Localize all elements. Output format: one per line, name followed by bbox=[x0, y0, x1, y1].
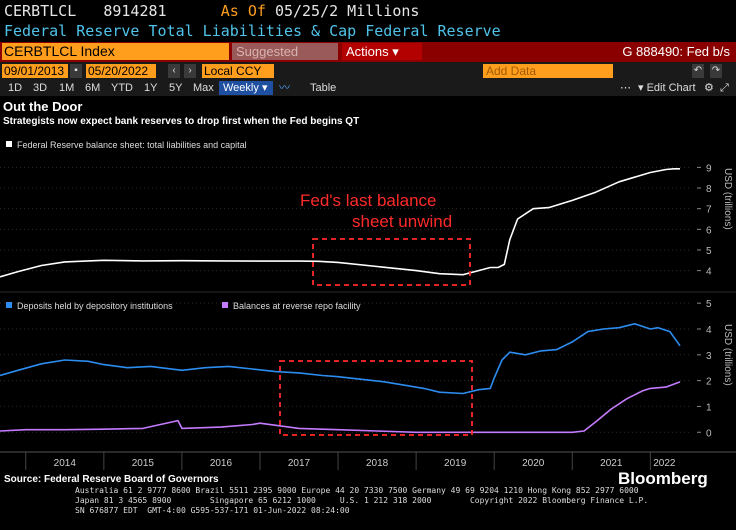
undo-icon[interactable]: ↶ bbox=[692, 64, 704, 78]
add-data-input[interactable]: Add Data bbox=[483, 64, 613, 78]
actions-label: Actions bbox=[346, 44, 389, 59]
y-tick-label: 7 bbox=[706, 205, 712, 216]
annotation-line-1: Fed's last balance bbox=[300, 191, 437, 210]
y-axis-label-bottom: USD (trillions) bbox=[722, 324, 733, 386]
security-field[interactable]: CERBTLCL Index bbox=[2, 43, 229, 60]
period-1m[interactable]: 1M bbox=[59, 82, 75, 94]
period-3d[interactable]: 3D bbox=[33, 82, 48, 94]
contacts-line-3: SN 676877 EDT GMT-4:00 G595-537-171 01-J… bbox=[75, 506, 350, 515]
series-line-1-0 bbox=[0, 323, 681, 395]
expand-icon[interactable]: ⤢ bbox=[720, 82, 729, 94]
highlight-box-top bbox=[312, 238, 471, 286]
y-axis-label-top: USD (trillions) bbox=[722, 168, 733, 230]
x-tick-label: 2017 bbox=[288, 458, 311, 469]
period-1y[interactable]: 1Y bbox=[144, 82, 158, 94]
chart-subtitle: Strategists now expect bank reserves to … bbox=[3, 116, 360, 127]
y-tick-label: 1 bbox=[706, 402, 712, 413]
edit-chart-button[interactable]: ▾ Edit Chart bbox=[638, 80, 696, 96]
start-date-input[interactable]: 09/01/2013 bbox=[2, 64, 68, 78]
x-tick-label: 2014 bbox=[54, 458, 77, 469]
ticker-label: CERBTLCL bbox=[4, 2, 77, 20]
contacts-line-1: Australia 61 2 9777 8600 Brazil 5511 239… bbox=[75, 486, 639, 495]
redo-icon[interactable]: ↷ bbox=[710, 64, 722, 78]
x-tick-label: 2019 bbox=[444, 458, 467, 469]
source-note: Source: Federal Reserve Board of Governo… bbox=[4, 474, 219, 485]
period-ytd[interactable]: YTD bbox=[111, 82, 133, 94]
series-line-0-0 bbox=[0, 168, 680, 278]
chevron-down-icon: ▾ bbox=[638, 82, 644, 94]
y-tick-label: 3 bbox=[706, 351, 712, 362]
as-of-label: As Of bbox=[220, 2, 266, 20]
y-tick-label: 9 bbox=[706, 163, 712, 174]
table-button[interactable]: Table bbox=[310, 82, 337, 94]
date-units-label: 05/25/2 Millions bbox=[274, 2, 420, 20]
y-tick-label: 2 bbox=[706, 377, 712, 388]
period-1d[interactable]: 1D bbox=[8, 82, 23, 94]
chevron-down-icon: ▾ bbox=[392, 44, 399, 59]
x-tick-label: 2021 bbox=[600, 458, 623, 469]
legend-bottom: Deposits held by depository institutions… bbox=[6, 301, 361, 311]
legend-label-rrp: Balances at reverse repo facility bbox=[233, 301, 361, 311]
chart-title: Out the Door bbox=[3, 99, 83, 114]
period-bar: 1D 3D 1M 6M YTD 1Y 5Y Max Weekly ▾ 〰 Tab… bbox=[0, 80, 736, 96]
y-tick-label: 6 bbox=[706, 225, 712, 236]
bloomberg-logo: Bloomberg bbox=[618, 469, 708, 488]
x-tick-label: 2016 bbox=[210, 458, 233, 469]
calendar-icon[interactable]: ▪ bbox=[70, 64, 82, 78]
contacts-line-2: Japan 81 3 4565 8900 Singapore 65 6212 1… bbox=[75, 496, 649, 505]
y-tick-label: 8 bbox=[706, 184, 712, 195]
frequency-label: Weekly bbox=[223, 82, 259, 94]
y-tick-label: 4 bbox=[706, 267, 712, 278]
chevron-left-icon[interactable]: ‹ bbox=[168, 64, 180, 78]
line-chart-icon[interactable]: 〰 bbox=[279, 82, 290, 94]
period-5y[interactable]: 5Y bbox=[169, 82, 183, 94]
edit-chart-label: Edit Chart bbox=[646, 82, 696, 94]
legend-swatch-deposits bbox=[6, 302, 12, 308]
actions-menu[interactable]: Actions ▾ bbox=[342, 43, 422, 60]
id-label: 8914281 bbox=[103, 2, 167, 20]
y-tick-label: 5 bbox=[706, 246, 712, 257]
y-tick-label: 4 bbox=[706, 325, 712, 336]
legend-swatch-rrp bbox=[222, 302, 228, 308]
legend-label-total: Federal Reserve balance sheet: total lia… bbox=[17, 140, 247, 150]
currency-select[interactable]: Local CCY bbox=[202, 64, 274, 78]
more-icon[interactable]: ⋯ bbox=[620, 82, 631, 94]
chevron-down-icon: ▾ bbox=[261, 82, 268, 94]
series-line-1-1 bbox=[0, 381, 681, 434]
y-tick-label: 0 bbox=[706, 428, 712, 439]
chevron-right-icon[interactable]: › bbox=[184, 64, 196, 78]
command-bar: CERBTLCL Index Suggested Charts Actions … bbox=[0, 42, 736, 76]
annotation-line-2: sheet unwind bbox=[352, 212, 452, 231]
security-description: Federal Reserve Total Liabilities & Cap … bbox=[4, 22, 501, 40]
settings-icon[interactable]: ⚙ bbox=[704, 82, 714, 94]
header-line: CERBTLCL 8914281 As Of 05/25/2 Millions bbox=[4, 2, 419, 20]
x-tick-label: 2015 bbox=[132, 458, 155, 469]
function-label: G 888490: Fed b/s bbox=[622, 44, 730, 59]
period-max[interactable]: Max bbox=[193, 82, 214, 94]
contact-info: Australia 61 2 9777 8600 Brazil 5511 239… bbox=[75, 486, 648, 516]
x-tick-label: 2018 bbox=[366, 458, 389, 469]
period-6m[interactable]: 6M bbox=[85, 82, 101, 94]
frequency-select[interactable]: Weekly ▾ bbox=[219, 81, 273, 95]
date-range-bar: 09/01/2013 ▪ 05/20/2022 ‹ › Local CCY Ad… bbox=[0, 62, 736, 80]
y-tick-label: 5 bbox=[706, 299, 712, 310]
end-date-input[interactable]: 05/20/2022 bbox=[86, 64, 156, 78]
legend-top: Federal Reserve balance sheet: total lia… bbox=[6, 140, 247, 150]
highlight-box-bottom bbox=[279, 360, 473, 436]
legend-label-deposits: Deposits held by depository institutions bbox=[17, 301, 173, 311]
legend-swatch-total bbox=[6, 141, 12, 147]
x-tick-label: 2020 bbox=[522, 458, 545, 469]
x-tick-label: 2022 bbox=[653, 458, 676, 469]
